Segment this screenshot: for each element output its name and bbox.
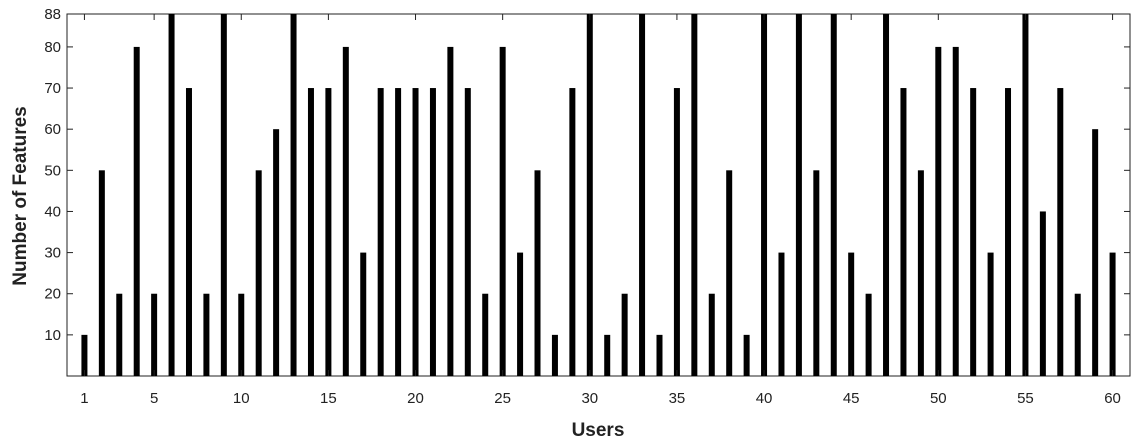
- bar: [325, 88, 332, 376]
- bar: [395, 88, 402, 376]
- bar: [987, 252, 994, 376]
- bar: [220, 14, 227, 376]
- bar: [307, 88, 314, 376]
- bar: [970, 88, 977, 376]
- bar: [551, 334, 558, 376]
- bar: [813, 170, 820, 376]
- bar: [848, 252, 855, 376]
- x-tick-label: 35: [669, 390, 686, 407]
- bar: [639, 14, 646, 376]
- bar: [482, 293, 489, 376]
- y-tick-label: 10: [44, 327, 61, 344]
- bar: [673, 88, 680, 376]
- y-tick-label: 50: [44, 162, 61, 179]
- bar: [1022, 14, 1029, 376]
- bar: [656, 334, 663, 376]
- bar: [743, 334, 750, 376]
- bar: [604, 334, 611, 376]
- bar: [586, 14, 593, 376]
- x-tick-label: 10: [233, 390, 250, 407]
- bar: [1057, 88, 1064, 376]
- bar: [621, 293, 628, 376]
- bar: [1074, 293, 1081, 376]
- bar: [255, 170, 262, 376]
- x-tick-label: 45: [843, 390, 860, 407]
- bar: [203, 293, 210, 376]
- x-axis-title: Users: [572, 420, 625, 441]
- bar: [778, 252, 785, 376]
- bar: [116, 293, 123, 376]
- bar: [81, 334, 88, 376]
- y-tick-label: 30: [44, 245, 61, 262]
- bar: [447, 46, 454, 377]
- y-axis-title: Number of Features: [10, 106, 31, 285]
- x-tick-label: 25: [494, 390, 511, 407]
- bar: [865, 293, 872, 376]
- bar: [412, 88, 419, 376]
- y-axis: 10 20 30 40 50 60 70 80 88: [44, 6, 1130, 344]
- bar: [761, 14, 768, 376]
- x-tick-label: 40: [756, 390, 773, 407]
- x-axis: 1 5 10 15 20 25 30 35 40 45 50 55 60: [80, 14, 1121, 407]
- bar: [185, 88, 192, 376]
- bar: [273, 129, 280, 376]
- bar: [708, 293, 715, 376]
- plot-area: [66, 13, 1131, 377]
- bar: [1109, 252, 1116, 376]
- bar: [360, 252, 367, 376]
- y-tick-label: 70: [44, 80, 61, 97]
- bar: [429, 88, 436, 376]
- y-tick-label: 60: [44, 121, 61, 138]
- x-tick-label: 20: [407, 390, 424, 407]
- bar: [569, 88, 576, 376]
- bar: [1092, 129, 1099, 376]
- bar: [900, 88, 907, 376]
- bar: [534, 170, 541, 376]
- bar: [151, 293, 158, 376]
- bar: [168, 14, 175, 376]
- bar: [691, 14, 698, 376]
- bar: [935, 46, 942, 377]
- x-tick-label: 5: [150, 390, 158, 407]
- y-tick-label: 20: [44, 286, 61, 303]
- x-tick-label: 60: [1104, 390, 1121, 407]
- bar: [464, 88, 471, 376]
- bar: [1039, 211, 1046, 376]
- x-tick-label: 50: [930, 390, 947, 407]
- bar: [883, 14, 890, 376]
- bar: [499, 46, 506, 377]
- bar: [517, 252, 524, 376]
- x-tick-label: 55: [1017, 390, 1034, 407]
- bar: [830, 14, 837, 376]
- bar: [377, 88, 384, 376]
- bar: [98, 170, 105, 376]
- bar-series: [81, 14, 1116, 377]
- bar: [795, 14, 802, 376]
- x-tick-label: 15: [320, 390, 337, 407]
- x-tick-label: 1: [80, 390, 88, 407]
- bar: [1005, 88, 1012, 376]
- bar: [133, 46, 140, 377]
- bar: [290, 14, 297, 376]
- axes-frame: [66, 13, 1131, 377]
- y-tick-label: 88: [44, 6, 61, 23]
- y-tick-label: 40: [44, 203, 61, 220]
- bar: [238, 293, 245, 376]
- bar: [342, 46, 349, 377]
- y-tick-label: 80: [44, 39, 61, 56]
- bar: [917, 170, 924, 376]
- bar: [726, 170, 733, 376]
- x-tick-label: 30: [581, 390, 598, 407]
- bar: [952, 46, 959, 377]
